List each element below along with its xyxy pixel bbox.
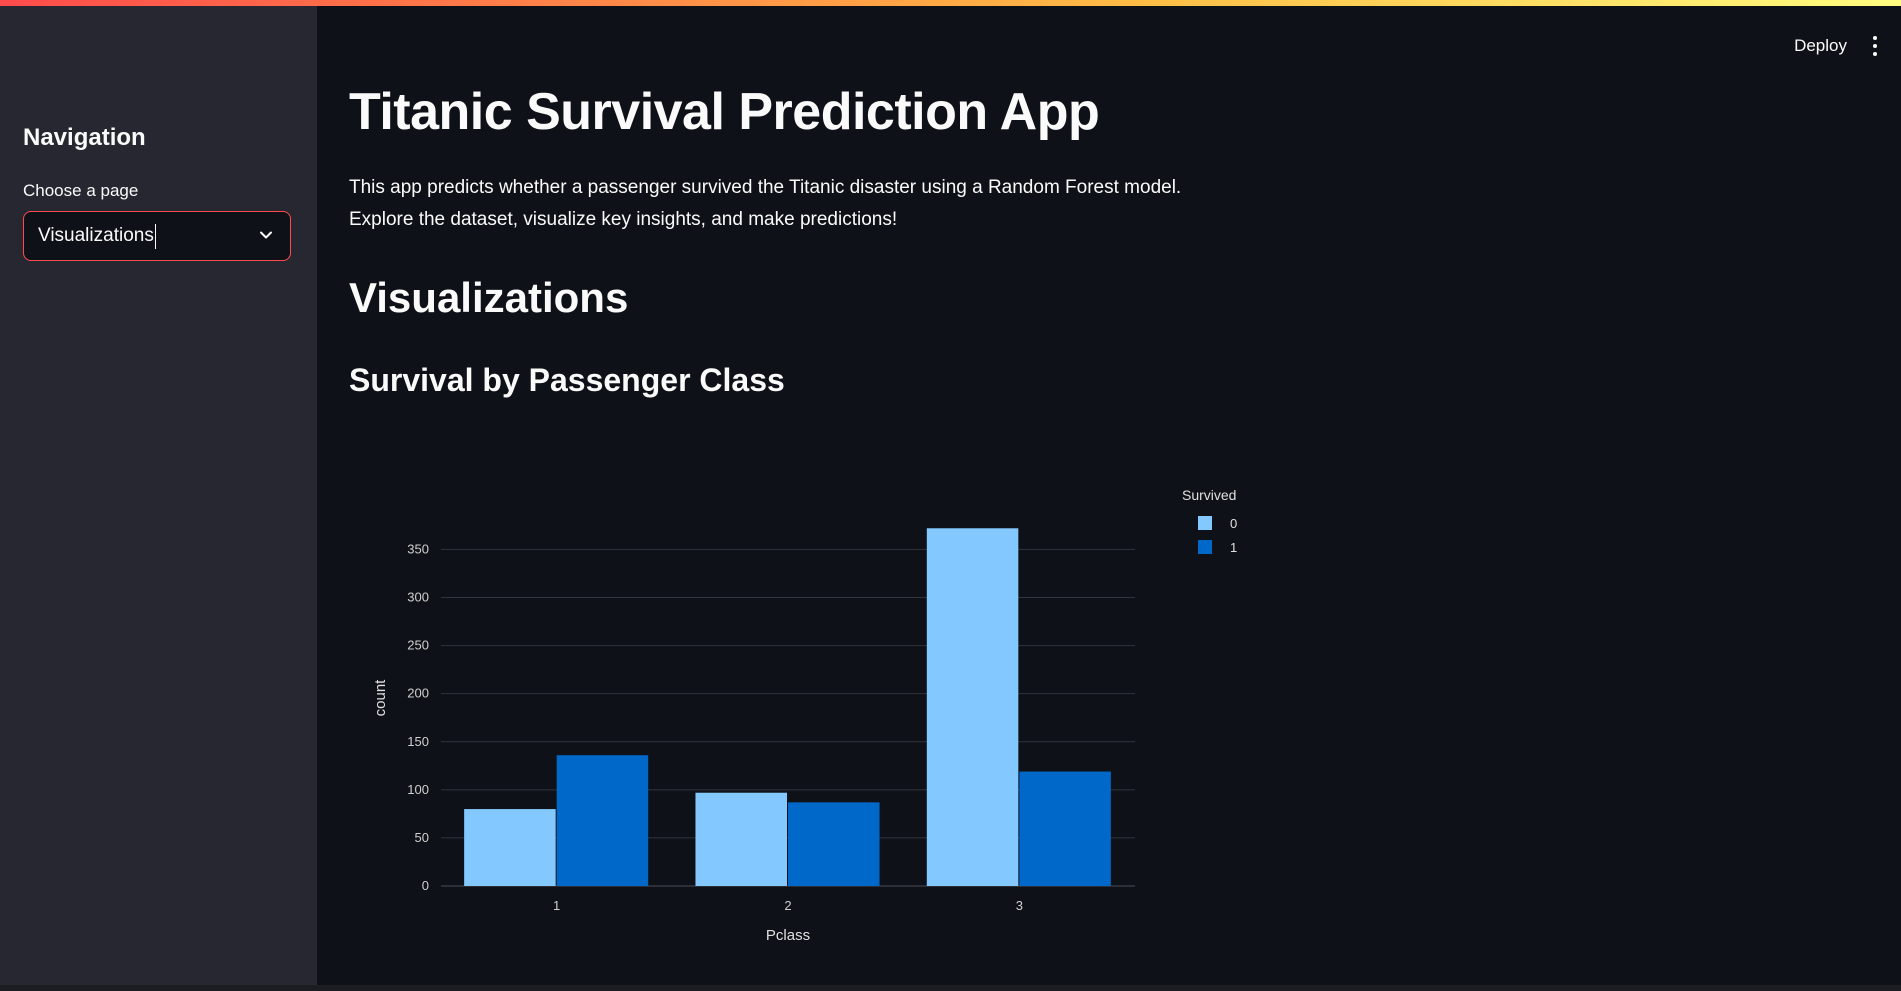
y-tick-label: 100 (407, 782, 429, 797)
sidebar: Navigation Choose a page Visualizations (0, 6, 317, 985)
y-axis-label: count (372, 679, 389, 717)
y-tick-label: 200 (407, 686, 429, 701)
header-actions: Deploy (1794, 34, 1881, 58)
bar-series-0-class-3[interactable] (926, 528, 1019, 886)
x-tick-label: 2 (784, 898, 791, 913)
page-select-label: Choose a page (23, 181, 139, 200)
y-tick-label: 150 (407, 734, 429, 749)
app-description: This app predicts whether a passenger su… (349, 177, 1182, 230)
deploy-button[interactable]: Deploy (1794, 36, 1847, 55)
bar-chart-svg: 0 50 100 150 200 250 300 350 1 2 3 Pclass count Survi… (372, 487, 1237, 944)
legend-label-1: 1 (1230, 540, 1237, 555)
chart-title: Survival by Passenger Class (349, 362, 785, 398)
x-tick-label: 3 (1016, 898, 1023, 913)
y-tick-label: 50 (415, 830, 429, 845)
legend-swatch-0[interactable] (1198, 516, 1212, 530)
page-select-value: Visualizations (38, 225, 154, 246)
text-cursor (154, 223, 157, 249)
x-axis-label: Pclass (766, 927, 810, 944)
more-menu-icon[interactable] (1869, 34, 1881, 58)
legend-label-0: 0 (1230, 516, 1237, 531)
bar-series-1-class-3[interactable] (1019, 771, 1111, 886)
x-tick-label: 1 (553, 898, 560, 913)
bar-series-1-class-1[interactable] (556, 755, 649, 886)
y-tick-label: 250 (407, 638, 429, 653)
section-title: Visualizations (349, 274, 629, 321)
bottom-bar (0, 985, 1901, 991)
bar-series-0-class-1[interactable] (464, 809, 556, 886)
bar-series-1-class-2[interactable] (788, 802, 880, 886)
top-decoration-bar (0, 0, 1901, 6)
page-select[interactable]: Visualizations (23, 211, 291, 261)
bar-series-0-class-2[interactable] (695, 792, 787, 886)
legend-title: Survived (1182, 487, 1236, 503)
legend-swatch-1[interactable] (1198, 540, 1212, 554)
app-title: Titanic Survival Prediction App (349, 83, 1100, 141)
y-tick-label: 350 (407, 541, 429, 556)
chevron-down-icon[interactable] (258, 227, 274, 248)
bar-chart[interactable]: 0 50 100 150 200 250 300 350 1 2 3 Pclass count Survi… (349, 480, 1299, 960)
sidebar-title: Navigation (23, 124, 146, 151)
y-tick-label: 0 (422, 878, 429, 893)
y-tick-label: 300 (407, 590, 429, 605)
